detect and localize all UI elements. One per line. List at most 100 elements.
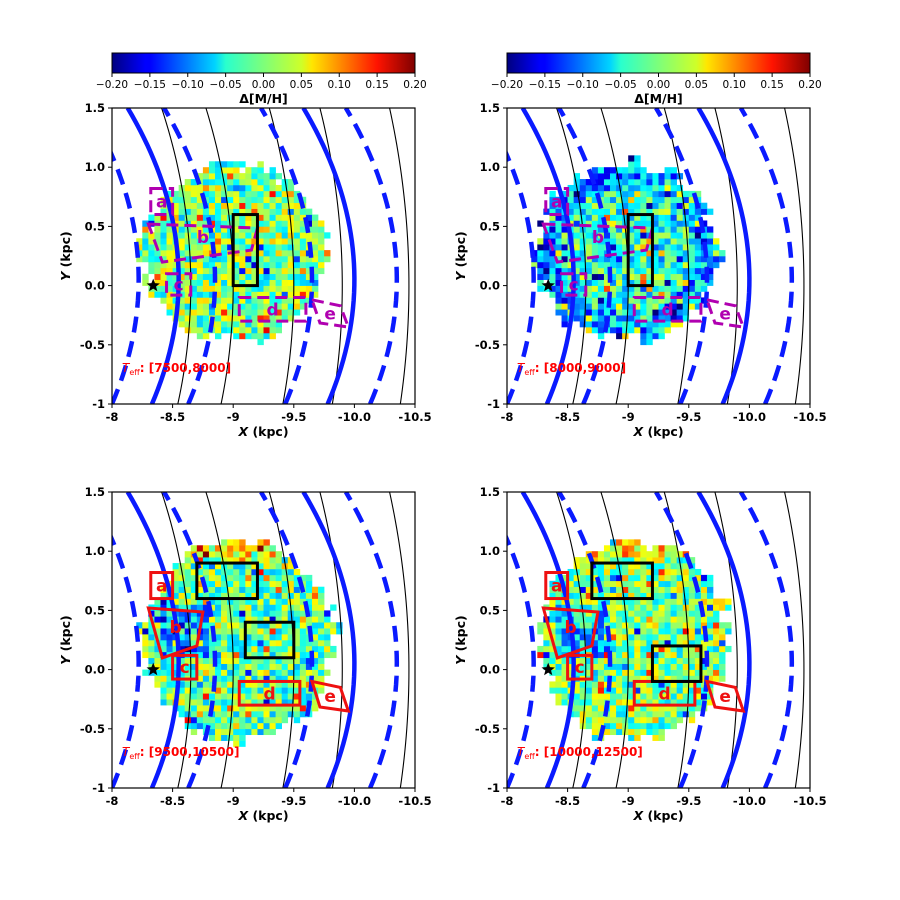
heatmap-cell <box>305 261 313 269</box>
heatmap-cell <box>622 321 629 328</box>
heatmap-cell <box>215 622 222 629</box>
heatmap-cell <box>682 244 690 251</box>
heatmap-cell <box>233 321 240 328</box>
arm-solid-line <box>125 108 181 404</box>
heatmap-cell <box>178 279 186 286</box>
heatmap-cell <box>172 208 179 215</box>
heatmap-cell <box>610 610 617 617</box>
heatmap-cell <box>178 645 186 653</box>
heatmap-cell <box>585 190 593 198</box>
heatmap-cell <box>616 190 623 198</box>
heatmap-cell <box>567 267 574 275</box>
heatmap-cell <box>610 220 617 227</box>
heatmap-cell <box>670 693 677 700</box>
heatmap-cell <box>184 574 192 582</box>
region-label: c <box>575 658 585 678</box>
heatmap-cell <box>221 261 228 269</box>
heatmap-cell <box>263 545 270 552</box>
heatmap-cell <box>281 220 289 227</box>
heatmap-cell <box>318 232 325 239</box>
x-tick-label: -10.0 <box>733 794 766 808</box>
heatmap-cell <box>610 574 617 582</box>
heatmap-cell <box>172 190 179 198</box>
heatmap-cell <box>227 285 234 292</box>
arm-solid-line <box>301 108 357 404</box>
heatmap-cell <box>622 190 629 198</box>
heatmap-cell <box>634 273 641 280</box>
heatmap-cell <box>311 598 319 605</box>
heatmap-cell <box>640 256 647 263</box>
heatmap-cell <box>658 657 665 664</box>
heatmap-cell <box>640 628 647 635</box>
heatmap-cell <box>585 716 593 724</box>
heatmap-cell <box>634 279 641 286</box>
heatmap-cell <box>178 622 186 629</box>
heatmap-cell <box>184 563 192 570</box>
heatmap-cell <box>178 267 186 275</box>
y-tick-label: 1.0 <box>85 544 105 558</box>
heatmap-cell <box>251 291 258 298</box>
heatmap-cell <box>215 273 222 280</box>
heatmap-cell <box>287 699 295 706</box>
heatmap-cell <box>160 244 167 251</box>
heatmap-cell <box>239 208 246 215</box>
heatmap-cell <box>561 663 568 670</box>
heatmap-cell <box>215 327 222 334</box>
heatmap-cell <box>549 208 556 215</box>
heatmap-cell <box>591 226 599 233</box>
heatmap-cell <box>652 663 659 670</box>
heatmap-cell <box>190 267 198 275</box>
heatmap-cell <box>263 208 270 215</box>
heatmap-cell <box>190 574 198 582</box>
heatmap-cell <box>597 273 605 280</box>
heatmap-cell <box>215 315 222 322</box>
heatmap-cell <box>318 663 325 670</box>
heatmap-cell <box>694 232 702 239</box>
heatmap-cell <box>215 681 222 688</box>
heatmap-cell <box>597 616 605 623</box>
heatmap-cell <box>628 226 635 233</box>
heatmap-cell <box>215 663 222 670</box>
heatmap-cell <box>233 657 240 664</box>
heatmap-cell <box>233 220 240 227</box>
heatmap-cell <box>184 640 192 647</box>
heatmap-cell <box>221 167 228 174</box>
heatmap-cell <box>160 657 167 664</box>
heatmap-cell <box>136 622 143 629</box>
heatmap-cell <box>622 184 629 192</box>
heatmap-cell <box>245 184 252 192</box>
heatmap-cell <box>658 256 665 263</box>
heatmap-cell <box>658 279 665 286</box>
heatmap-cell <box>555 657 562 664</box>
heatmap-cell <box>251 167 258 174</box>
heatmap-cell <box>597 716 605 724</box>
heatmap-cell <box>652 651 659 659</box>
heatmap-cell <box>555 598 562 605</box>
heatmap-cell <box>597 226 605 233</box>
heatmap-cell <box>694 244 702 251</box>
heatmap-cell <box>591 327 599 334</box>
heatmap-cell <box>275 640 282 647</box>
heatmap-cell <box>688 214 696 221</box>
heatmap-cell <box>682 208 690 215</box>
heatmap-cell <box>166 669 173 676</box>
heatmap-cell <box>549 285 556 292</box>
heatmap-cell <box>670 208 677 215</box>
heatmap-cell <box>172 261 179 269</box>
heatmap-cell <box>311 220 319 227</box>
heatmap-cell <box>640 338 647 346</box>
heatmap-cell <box>311 244 319 251</box>
heatmap-cell <box>567 285 574 292</box>
heatmap-cell <box>652 699 659 706</box>
heatmap-cell <box>652 711 659 718</box>
heatmap-cells <box>531 155 726 346</box>
heatmap-cell <box>257 167 264 174</box>
heatmap-cell <box>324 610 331 617</box>
heatmap-cell <box>694 214 702 221</box>
heatmap-cell <box>160 214 167 221</box>
heatmap-cell <box>178 309 186 316</box>
heatmap-cell <box>610 190 617 198</box>
heatmap-cell <box>549 261 556 269</box>
heatmap-cell <box>166 657 173 664</box>
